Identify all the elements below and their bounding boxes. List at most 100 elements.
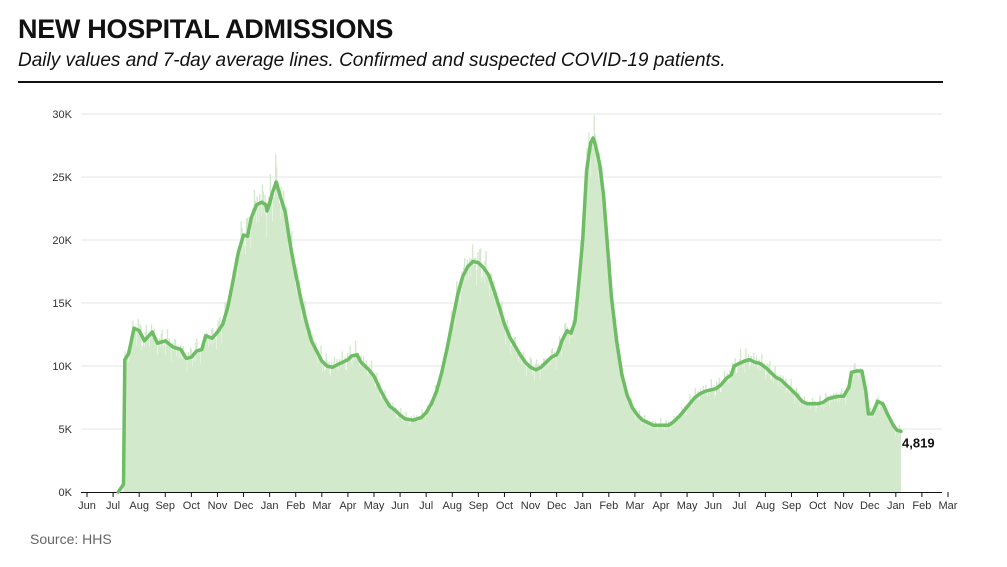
daily-bar xyxy=(749,366,752,492)
daily-bar xyxy=(510,353,512,492)
daily-bar xyxy=(747,353,750,492)
daily-bar xyxy=(531,375,533,492)
daily-bar xyxy=(133,329,136,492)
daily-bar xyxy=(208,335,210,492)
daily-bar xyxy=(221,328,224,492)
daily-bar xyxy=(605,229,607,493)
daily-bar xyxy=(267,196,270,492)
daily-bar xyxy=(821,405,823,492)
daily-bar xyxy=(542,369,544,492)
daily-bar xyxy=(825,392,827,492)
daily-bar xyxy=(220,325,222,492)
daily-bar xyxy=(330,362,333,492)
daily-bar xyxy=(869,407,871,492)
daily-bar xyxy=(159,347,162,492)
daily-bar xyxy=(425,415,428,492)
daily-bar xyxy=(526,375,528,492)
x-tick-label: Apr xyxy=(652,500,669,512)
daily-bar xyxy=(657,424,659,492)
daily-bar xyxy=(338,358,341,492)
daily-bar xyxy=(427,407,430,492)
daily-bar xyxy=(841,397,844,492)
daily-bar xyxy=(165,354,167,492)
daily-bar xyxy=(394,407,397,492)
daily-bar xyxy=(389,402,391,492)
daily-bar xyxy=(228,312,231,492)
daily-bar xyxy=(600,194,603,492)
daily-bar xyxy=(581,235,583,492)
daily-bar xyxy=(381,390,383,492)
daily-bar xyxy=(309,329,312,492)
daily-bar xyxy=(241,227,243,492)
daily-bar xyxy=(807,408,809,492)
daily-bar xyxy=(471,244,474,492)
daily-bar xyxy=(315,356,318,492)
daily-bar xyxy=(126,357,128,492)
daily-bar xyxy=(756,368,759,492)
daily-bar xyxy=(320,345,322,492)
daily-bar xyxy=(899,427,901,492)
daily-bar xyxy=(745,348,747,492)
daily-bar xyxy=(872,413,875,492)
daily-bar xyxy=(484,260,486,492)
x-tick-label: Sep xyxy=(782,500,802,512)
daily-bar xyxy=(209,335,211,492)
daily-bar xyxy=(567,333,570,492)
daily-bar xyxy=(683,411,685,492)
daily-bar xyxy=(695,394,697,492)
daily-bar xyxy=(442,357,445,492)
daily-bar xyxy=(190,349,193,492)
daily-bar xyxy=(628,403,631,492)
daily-bar xyxy=(176,348,178,492)
daily-bar xyxy=(621,373,623,492)
daily-bar xyxy=(641,419,643,492)
daily-bar xyxy=(490,273,493,492)
daily-bar xyxy=(386,399,389,492)
daily-bar xyxy=(799,406,801,492)
daily-bar xyxy=(836,402,838,492)
daily-bar xyxy=(715,395,717,492)
daily-bar xyxy=(632,410,634,492)
daily-bar xyxy=(661,428,664,492)
daily-bar xyxy=(196,353,199,492)
daily-bar xyxy=(705,384,707,492)
daily-bar xyxy=(377,384,380,492)
daily-bar xyxy=(130,348,132,492)
daily-bar xyxy=(270,194,273,492)
daily-bar xyxy=(608,269,610,492)
daily-bar xyxy=(633,407,635,492)
daily-bar xyxy=(463,267,465,492)
daily-bar xyxy=(391,409,393,492)
daily-bar xyxy=(834,394,837,492)
daily-bar xyxy=(746,357,749,492)
daily-bar xyxy=(562,341,564,492)
daily-bar xyxy=(767,370,769,492)
daily-bar xyxy=(735,373,737,492)
daily-bar xyxy=(472,265,475,492)
daily-bar xyxy=(348,354,351,492)
daily-bar xyxy=(706,394,708,492)
daily-bar xyxy=(480,281,483,492)
daily-bar xyxy=(330,376,332,492)
daily-bar xyxy=(689,394,691,492)
daily-bar xyxy=(337,367,339,492)
daily-bar xyxy=(817,405,820,492)
daily-bar xyxy=(760,364,762,492)
daily-bar xyxy=(599,171,602,492)
daily-bar xyxy=(558,336,561,492)
x-tick-label: Mar xyxy=(625,500,644,512)
daily-bar xyxy=(564,323,566,492)
daily-bar xyxy=(274,197,276,492)
daily-bar xyxy=(520,364,523,492)
daily-bar xyxy=(435,394,438,492)
daily-bar xyxy=(285,206,288,492)
daily-bar xyxy=(439,381,441,492)
daily-bar xyxy=(887,419,889,492)
daily-bar xyxy=(164,343,166,492)
daily-bar xyxy=(720,392,722,492)
daily-bar xyxy=(479,248,481,492)
daily-bar xyxy=(327,367,329,492)
x-tick-label: Dec xyxy=(234,500,254,512)
daily-bar xyxy=(314,350,316,492)
daily-bar xyxy=(178,358,180,492)
